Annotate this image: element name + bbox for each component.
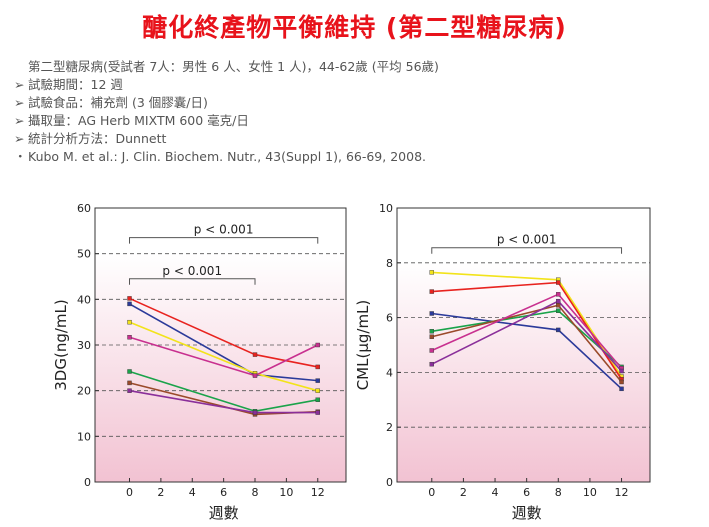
y-tick-label: 0 xyxy=(386,476,393,489)
y-tick-label: 4 xyxy=(386,366,393,379)
x-tick-label: 10 xyxy=(279,486,293,499)
info-text: 試驗期間：12 週 xyxy=(28,77,123,92)
info-line: ➢ 統計分析方法：Dunnett xyxy=(14,130,704,148)
info-bullet: ➢ xyxy=(14,113,25,128)
plot-frame xyxy=(396,207,651,483)
data-point xyxy=(619,386,624,392)
y-tick-label: 30 xyxy=(77,339,91,352)
x-tick-label: 10 xyxy=(583,486,597,499)
data-point xyxy=(127,335,132,340)
data-point xyxy=(556,327,561,333)
y-tick-label: 0 xyxy=(84,476,91,489)
x-tick-label: 0 xyxy=(126,486,133,499)
chart-cml: 0 2 4 6 8 10 0 2 4 6 8 10 12 週數 CML(μg/mL) p < 0.001 xyxy=(354,202,651,522)
data-point xyxy=(556,280,561,285)
significance-label: p < 0.001 xyxy=(194,223,254,237)
plot-background xyxy=(95,253,346,482)
data-point xyxy=(127,296,132,301)
data-point xyxy=(556,298,561,304)
significance-bracket xyxy=(129,237,319,244)
info-line: ➢ 試驗食品：補充劑 (3 個膠囊/日) xyxy=(14,94,704,112)
data-point xyxy=(429,289,434,294)
data-point xyxy=(315,364,320,370)
significance-bracket xyxy=(431,247,623,254)
data-point xyxy=(429,334,434,339)
info-line: ➢ 攝取量：AG Herb MIXTM 600 毫克/日 xyxy=(14,112,704,130)
x-tick-label: 12 xyxy=(311,486,325,499)
data-point xyxy=(127,388,132,393)
data-point xyxy=(127,301,132,307)
chart-3dg: 0 10 20 30 40 50 60 0 2 4 6 8 10 12 週數 3DG(ng/mL) p < 0.… xyxy=(52,202,347,522)
info-text: 試驗食品：補充劑 (3 個膠囊/日) xyxy=(28,95,208,110)
x-tick-label: 4 xyxy=(189,486,196,499)
page-title: 醣化終產物平衡維持 (第二型糖尿病) xyxy=(142,13,567,42)
x-axis-label: 週數 xyxy=(512,504,542,522)
data-point xyxy=(315,378,320,383)
data-point xyxy=(429,311,434,316)
y-tick-label: 60 xyxy=(77,202,91,215)
info-text: 第二型糖尿病(受試者 7人：男性 6 人、女性 1 人)，44-62歲 (平均 … xyxy=(28,59,439,74)
x-axis-label: 週數 xyxy=(209,504,239,522)
data-point xyxy=(315,397,320,402)
data-point xyxy=(619,379,624,385)
info-line: ・Kubo M. et al.: J. Clin. Biochem. Nutr.… xyxy=(14,148,704,166)
significance-label: p < 0.001 xyxy=(497,233,557,247)
info-text: 統計分析方法：Dunnett xyxy=(28,131,167,146)
data-point xyxy=(252,352,258,357)
x-tick-label: 4 xyxy=(492,486,499,499)
y-tick-label: 40 xyxy=(77,293,91,306)
info-bullet: ➢ xyxy=(14,131,25,146)
y-tick-label: 50 xyxy=(77,248,91,261)
info-bullet: ➢ xyxy=(14,77,25,92)
data-point xyxy=(556,292,561,297)
y-tick-label: 2 xyxy=(386,421,393,434)
data-point xyxy=(619,368,624,374)
x-tick-label: 2 xyxy=(157,486,164,499)
y-tick-label: 8 xyxy=(386,257,393,270)
info-bullet: ➢ xyxy=(14,95,25,110)
y-tick-label: 6 xyxy=(386,312,393,325)
info-text: 攝取量：AG Herb MIXTM 600 毫克/日 xyxy=(28,113,249,128)
data-point xyxy=(315,342,320,348)
y-axis-label: CML(μg/mL) xyxy=(354,300,372,391)
y-axis-label: 3DG(ng/mL) xyxy=(52,299,70,390)
x-tick-label: 12 xyxy=(615,486,629,499)
info-line: ➢ 試驗期間：12 週 xyxy=(14,76,704,94)
data-point xyxy=(429,361,434,367)
data-point xyxy=(252,373,258,378)
data-point xyxy=(429,348,434,353)
x-tick-label: 8 xyxy=(555,486,562,499)
data-point xyxy=(429,329,434,334)
data-point xyxy=(556,308,561,313)
significance-label: p < 0.001 xyxy=(162,264,222,278)
x-tick-label: 2 xyxy=(460,486,467,499)
study-info: 第二型糖尿病(受試者 7人：男性 6 人、女性 1 人)，44-62歲 (平均 … xyxy=(14,58,704,166)
data-point xyxy=(315,410,320,415)
data-point xyxy=(127,319,132,325)
x-tick-label: 6 xyxy=(523,486,530,499)
y-tick-label: 20 xyxy=(77,385,91,398)
data-point xyxy=(252,410,258,415)
data-point xyxy=(429,270,434,275)
data-point xyxy=(127,369,132,374)
y-tick-label: 10 xyxy=(379,202,393,215)
x-tick-label: 0 xyxy=(428,486,435,499)
info-text: Kubo M. et al.: J. Clin. Biochem. Nutr.,… xyxy=(28,149,426,164)
data-point xyxy=(127,380,132,386)
significance-bracket xyxy=(129,278,256,285)
x-tick-label: 8 xyxy=(252,486,259,499)
data-point xyxy=(315,388,320,393)
info-bullet: ・ xyxy=(14,149,27,164)
x-tick-label: 6 xyxy=(220,486,227,499)
info-line: 第二型糖尿病(受試者 7人：男性 6 人、女性 1 人)，44-62歲 (平均 … xyxy=(14,58,704,76)
y-tick-label: 10 xyxy=(77,430,91,443)
